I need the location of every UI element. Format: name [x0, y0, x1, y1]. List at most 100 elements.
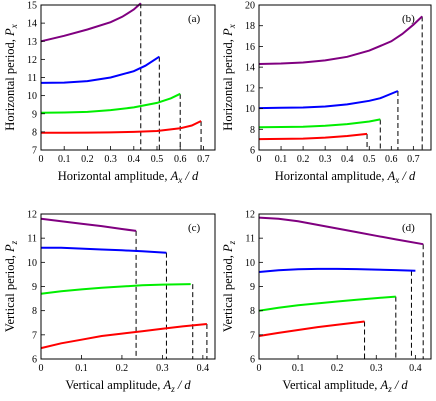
series-line-3 [40, 92, 181, 114]
series-line-1 [40, 2, 142, 43]
y-axis-label: Horizontal period, Px [221, 24, 237, 130]
x-axis-label-subscript: x [394, 175, 399, 185]
x-axis-label-tail: / d [399, 169, 416, 183]
series-line-3 [258, 295, 396, 312]
series-line-3 [40, 283, 191, 295]
x-axis-label: Horizontal amplitude, Ax / d [275, 169, 416, 185]
x-tick-label: 0.2 [297, 154, 310, 165]
series-line-1 [40, 217, 137, 232]
y-tick-label: 9 [250, 282, 255, 293]
y-axis-label-symbol: P [221, 28, 235, 37]
y-tick-label: 8 [250, 125, 255, 136]
x-axis-label: Horizontal amplitude, Ax / d [58, 169, 199, 185]
series-line-2 [258, 90, 399, 110]
x-tick-label: 0.3 [104, 154, 117, 165]
y-axis-label-subscript: x [227, 24, 237, 29]
x-axis-label-symbol: A [380, 378, 389, 392]
series-line-3 [258, 118, 381, 129]
series-line-4 [258, 132, 368, 141]
y-tick-label: 14 [27, 19, 37, 30]
panel-label: (b) [402, 13, 415, 25]
series-line-4 [258, 320, 365, 337]
x-tick-label: 0.5 [363, 154, 376, 165]
y-tick-label: 7 [32, 146, 37, 157]
x-tick-label: 0.4 [409, 363, 422, 374]
chart-panel-4: 0 0.1 0.2 0.3 0.4 6 7 8 9 10 11 12 (d) Vertical ampli… [221, 210, 432, 394]
y-tick-label: 13 [27, 37, 37, 48]
x-tick-label: 0.3 [319, 154, 332, 165]
series-line-4 [41, 120, 202, 134]
panel-label: (d) [402, 222, 415, 234]
y-tick-label: 7 [250, 330, 255, 341]
x-tick-label: 0.6 [174, 154, 187, 165]
x-tick-label: 0.4 [341, 154, 354, 165]
x-axis-label-text: Horizontal amplitude, [275, 169, 388, 183]
y-axis-label: Vertical period, Pz [221, 240, 237, 332]
x-axis-label-symbol: A [170, 169, 179, 183]
x-tick-label: 0.1 [58, 154, 71, 165]
y-axis-label-text: Vertical period, [221, 252, 235, 332]
y-tick-label: 6 [250, 355, 255, 366]
series-line-1 [258, 15, 423, 65]
y-axis-label-subscript: z [227, 240, 237, 245]
y-tick-label: 12 [27, 55, 37, 66]
x-tick-label: 0.4 [128, 154, 141, 165]
x-axis-label-tail: / d [175, 378, 192, 392]
y-tick-label: 16 [245, 42, 255, 53]
series-line-2 [258, 267, 416, 273]
x-tick-label: 0.7 [407, 154, 420, 165]
y-tick-label: 10 [245, 104, 255, 115]
chart-panel-1: 0 0.1 0.2 0.3 0.4 0.5 0.6 0.7 7 8 9 10 11 12 13 14 15 (a)… [3, 1, 216, 185]
y-axis-label-text: Vertical period, [3, 252, 17, 332]
x-axis-label-subscript: z [170, 384, 175, 394]
y-tick-label: 12 [27, 210, 37, 221]
y-tick-label: 11 [245, 234, 255, 245]
x-tick-label: 0.4 [197, 363, 210, 374]
x-tick-label: 0.7 [197, 154, 210, 165]
y-axis-label-symbol: P [3, 28, 17, 37]
x-axis-label-subscript: z [387, 384, 392, 394]
y-tick-label: 6 [250, 146, 255, 157]
panel-label: (a) [188, 13, 201, 25]
y-axis-label-text: Horizontal period, [3, 36, 17, 131]
y-axis-label-symbol: P [3, 244, 17, 253]
x-tick-label: 0 [39, 154, 44, 165]
plot-frame [258, 213, 432, 360]
y-tick-label: 11 [27, 234, 37, 245]
x-axis-label-text: Horizontal amplitude, [58, 169, 171, 183]
series-line-2 [40, 55, 160, 84]
y-axis-label-subscript: z [9, 240, 19, 245]
chart-panel-2: 0 0.1 0.2 0.3 0.4 0.5 0.6 0.7 6 8 10 12 14 16 18 20 (b) H… [221, 1, 432, 185]
x-axis-label-subscript: x [177, 175, 182, 185]
x-axis-label-symbol: A [163, 378, 172, 392]
y-tick-label: 10 [27, 258, 37, 269]
series-line-4 [40, 323, 207, 350]
y-tick-label: 18 [245, 21, 255, 32]
y-tick-label: 20 [245, 1, 255, 12]
y-tick-label: 8 [32, 127, 37, 138]
x-tick-label: 0.3 [156, 363, 169, 374]
x-tick-label: 0 [257, 363, 262, 374]
x-tick-label: 0.1 [75, 363, 88, 374]
y-tick-label: 8 [250, 306, 255, 317]
x-axis-label: Vertical amplitude, Az / d [65, 378, 191, 394]
x-tick-label: 0.1 [275, 154, 288, 165]
y-tick-label: 14 [245, 63, 255, 74]
x-tick-label: 0.6 [385, 154, 398, 165]
x-axis-label: Vertical amplitude, Az / d [282, 378, 408, 394]
x-tick-label: 0.2 [116, 363, 129, 374]
x-axis-label-text: Vertical amplitude, [282, 378, 380, 392]
y-tick-label: 9 [32, 109, 37, 120]
y-tick-label: 10 [245, 258, 255, 269]
panel-label: (c) [188, 222, 201, 234]
x-tick-label: 0 [39, 363, 44, 374]
y-axis-label-subscript: x [9, 24, 19, 29]
series-line-2 [41, 246, 167, 254]
y-tick-label: 9 [32, 282, 37, 293]
y-tick-label: 12 [245, 210, 255, 221]
x-axis-label-symbol: A [387, 169, 396, 183]
chart-panel-3: 0 0.1 0.2 0.3 0.4 6 7 8 9 10 11 12 (c) Vertical ampli… [3, 210, 216, 394]
y-tick-label: 10 [27, 91, 37, 102]
y-tick-label: 12 [245, 83, 255, 94]
